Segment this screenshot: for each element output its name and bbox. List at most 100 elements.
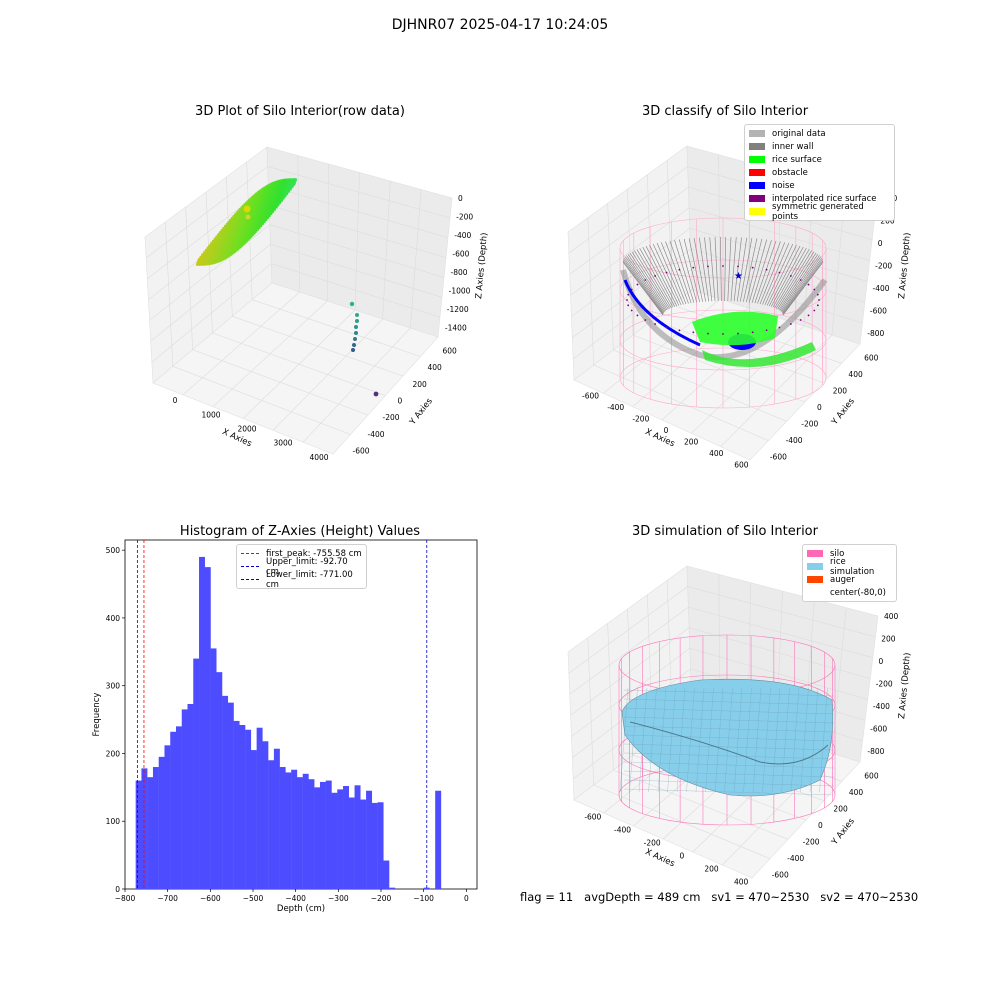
legend-item: auger	[807, 573, 892, 586]
histogram-bar	[337, 789, 344, 889]
histogram-bar	[181, 709, 188, 889]
classify-plot-grid	[607, 203, 614, 351]
raw-plot-grid	[185, 206, 193, 350]
wall-line	[745, 238, 763, 303]
wall-line	[727, 237, 732, 302]
histogram-bar	[268, 760, 275, 889]
interpolated-point	[799, 319, 802, 321]
interpolated-point	[630, 288, 633, 291]
legend-item: obstacle	[749, 166, 890, 179]
raw-data-point	[352, 343, 356, 347]
raw-plot-ztick: -200	[456, 213, 473, 222]
legend-label: center(-80,0)	[830, 587, 886, 598]
mesh-line	[623, 788, 835, 796]
simulation-plot-grid	[571, 648, 691, 737]
mesh-line	[686, 687, 695, 793]
histogram-bar	[158, 756, 165, 889]
classify-plot-grid	[689, 207, 870, 261]
classify-plot-ztick: -600	[870, 306, 887, 315]
simulation-plot-ytick: 0	[818, 821, 823, 830]
interpolated-point	[722, 265, 724, 267]
raw-plot-grid	[297, 155, 300, 293]
raw-data-point	[354, 325, 358, 329]
raw-point-cloud	[195, 178, 298, 266]
rice-simulation-surface	[621, 678, 834, 797]
histogram-bar	[366, 790, 373, 889]
legend-swatch	[749, 130, 765, 137]
raw-plot-xtick: 3000	[273, 439, 292, 448]
wall-line	[770, 246, 804, 307]
legend-swatch	[807, 589, 823, 596]
histogram-bar	[256, 727, 263, 889]
histogram-xtick: −200	[371, 894, 392, 903]
histogram-bar	[291, 769, 298, 889]
histogram-bar	[377, 802, 384, 889]
interpolated-point	[678, 329, 681, 332]
histogram-bar	[435, 790, 442, 889]
legend-item: interpolated rice surface	[749, 192, 890, 205]
raw-plot-ytick: -200	[383, 413, 400, 422]
interpolated-point	[707, 332, 709, 335]
histogram-bar	[371, 802, 378, 889]
legend-swatch	[749, 208, 765, 215]
mesh-line	[667, 687, 676, 793]
raw-data-point	[373, 391, 379, 397]
sv1-text: sv1 = 470~2530	[711, 890, 810, 904]
interpolated-point	[636, 283, 639, 286]
legend-item: Lower_limit: -771.00 cm	[241, 570, 362, 590]
interpolated-point	[765, 268, 768, 271]
histogram-bar	[314, 787, 321, 889]
raw-plot-ytick: -600	[353, 447, 370, 456]
interpolated-point	[813, 309, 816, 312]
raw-data-point	[245, 214, 251, 220]
histogram-xtick: −500	[243, 894, 264, 903]
interpolated-point	[722, 333, 724, 335]
histogram-xtick: −300	[328, 894, 349, 903]
simulation-plot-grid	[689, 627, 871, 679]
simulation-plot-ytick: 200	[833, 804, 848, 813]
interpolated-point	[678, 268, 681, 271]
legend-label: Upper_limit: -92.70 cm	[266, 556, 348, 577]
wall-line	[623, 257, 665, 313]
histogram-bar	[135, 780, 142, 889]
wall-line	[777, 251, 815, 310]
histogram-bar	[360, 799, 367, 889]
legend-swatch	[749, 143, 765, 150]
raw-plot-grid	[149, 224, 271, 321]
histogram-ytick: 300	[106, 682, 121, 691]
histogram-bar	[216, 672, 223, 889]
wall-line	[645, 245, 678, 307]
simulation-plot-ytick: 400	[849, 788, 864, 797]
raw-plot-grid	[252, 299, 421, 357]
histogram-xtick: 0	[464, 894, 469, 903]
histogram-ytick: 500	[106, 546, 121, 555]
wall-line	[683, 238, 701, 303]
raw-plot-grid	[269, 204, 447, 258]
mesh-line	[629, 687, 638, 793]
rice-mesh	[619, 687, 835, 796]
legend-item: noise	[749, 179, 890, 192]
raw-plot-xtick: 0	[173, 396, 178, 405]
histogram-bar	[204, 567, 211, 889]
raw-plot-ytick: 600	[443, 346, 458, 355]
wall-line	[631, 251, 669, 310]
wall-line	[766, 244, 797, 306]
classify-plot-ylabel: Y Axies	[829, 396, 857, 428]
legend-label: auger	[830, 574, 855, 585]
wall-line	[748, 239, 768, 303]
wall-line	[693, 238, 707, 302]
legend-label: Lower_limit: -771.00 cm	[266, 569, 353, 590]
histogram-bar	[141, 768, 148, 889]
raw-plot-grid	[271, 263, 441, 318]
legend-item: rice simulation	[807, 557, 892, 577]
interpolated-point	[636, 314, 639, 317]
histogram-bar	[199, 556, 205, 889]
inner-wall-lower	[620, 269, 828, 361]
flag-text: flag = 11	[520, 890, 574, 904]
histogram-bar	[279, 767, 286, 889]
mesh-line	[771, 687, 781, 793]
wall-line	[622, 261, 664, 316]
wall-line	[652, 243, 682, 306]
wall-line	[782, 260, 824, 315]
wall-line	[642, 246, 676, 307]
